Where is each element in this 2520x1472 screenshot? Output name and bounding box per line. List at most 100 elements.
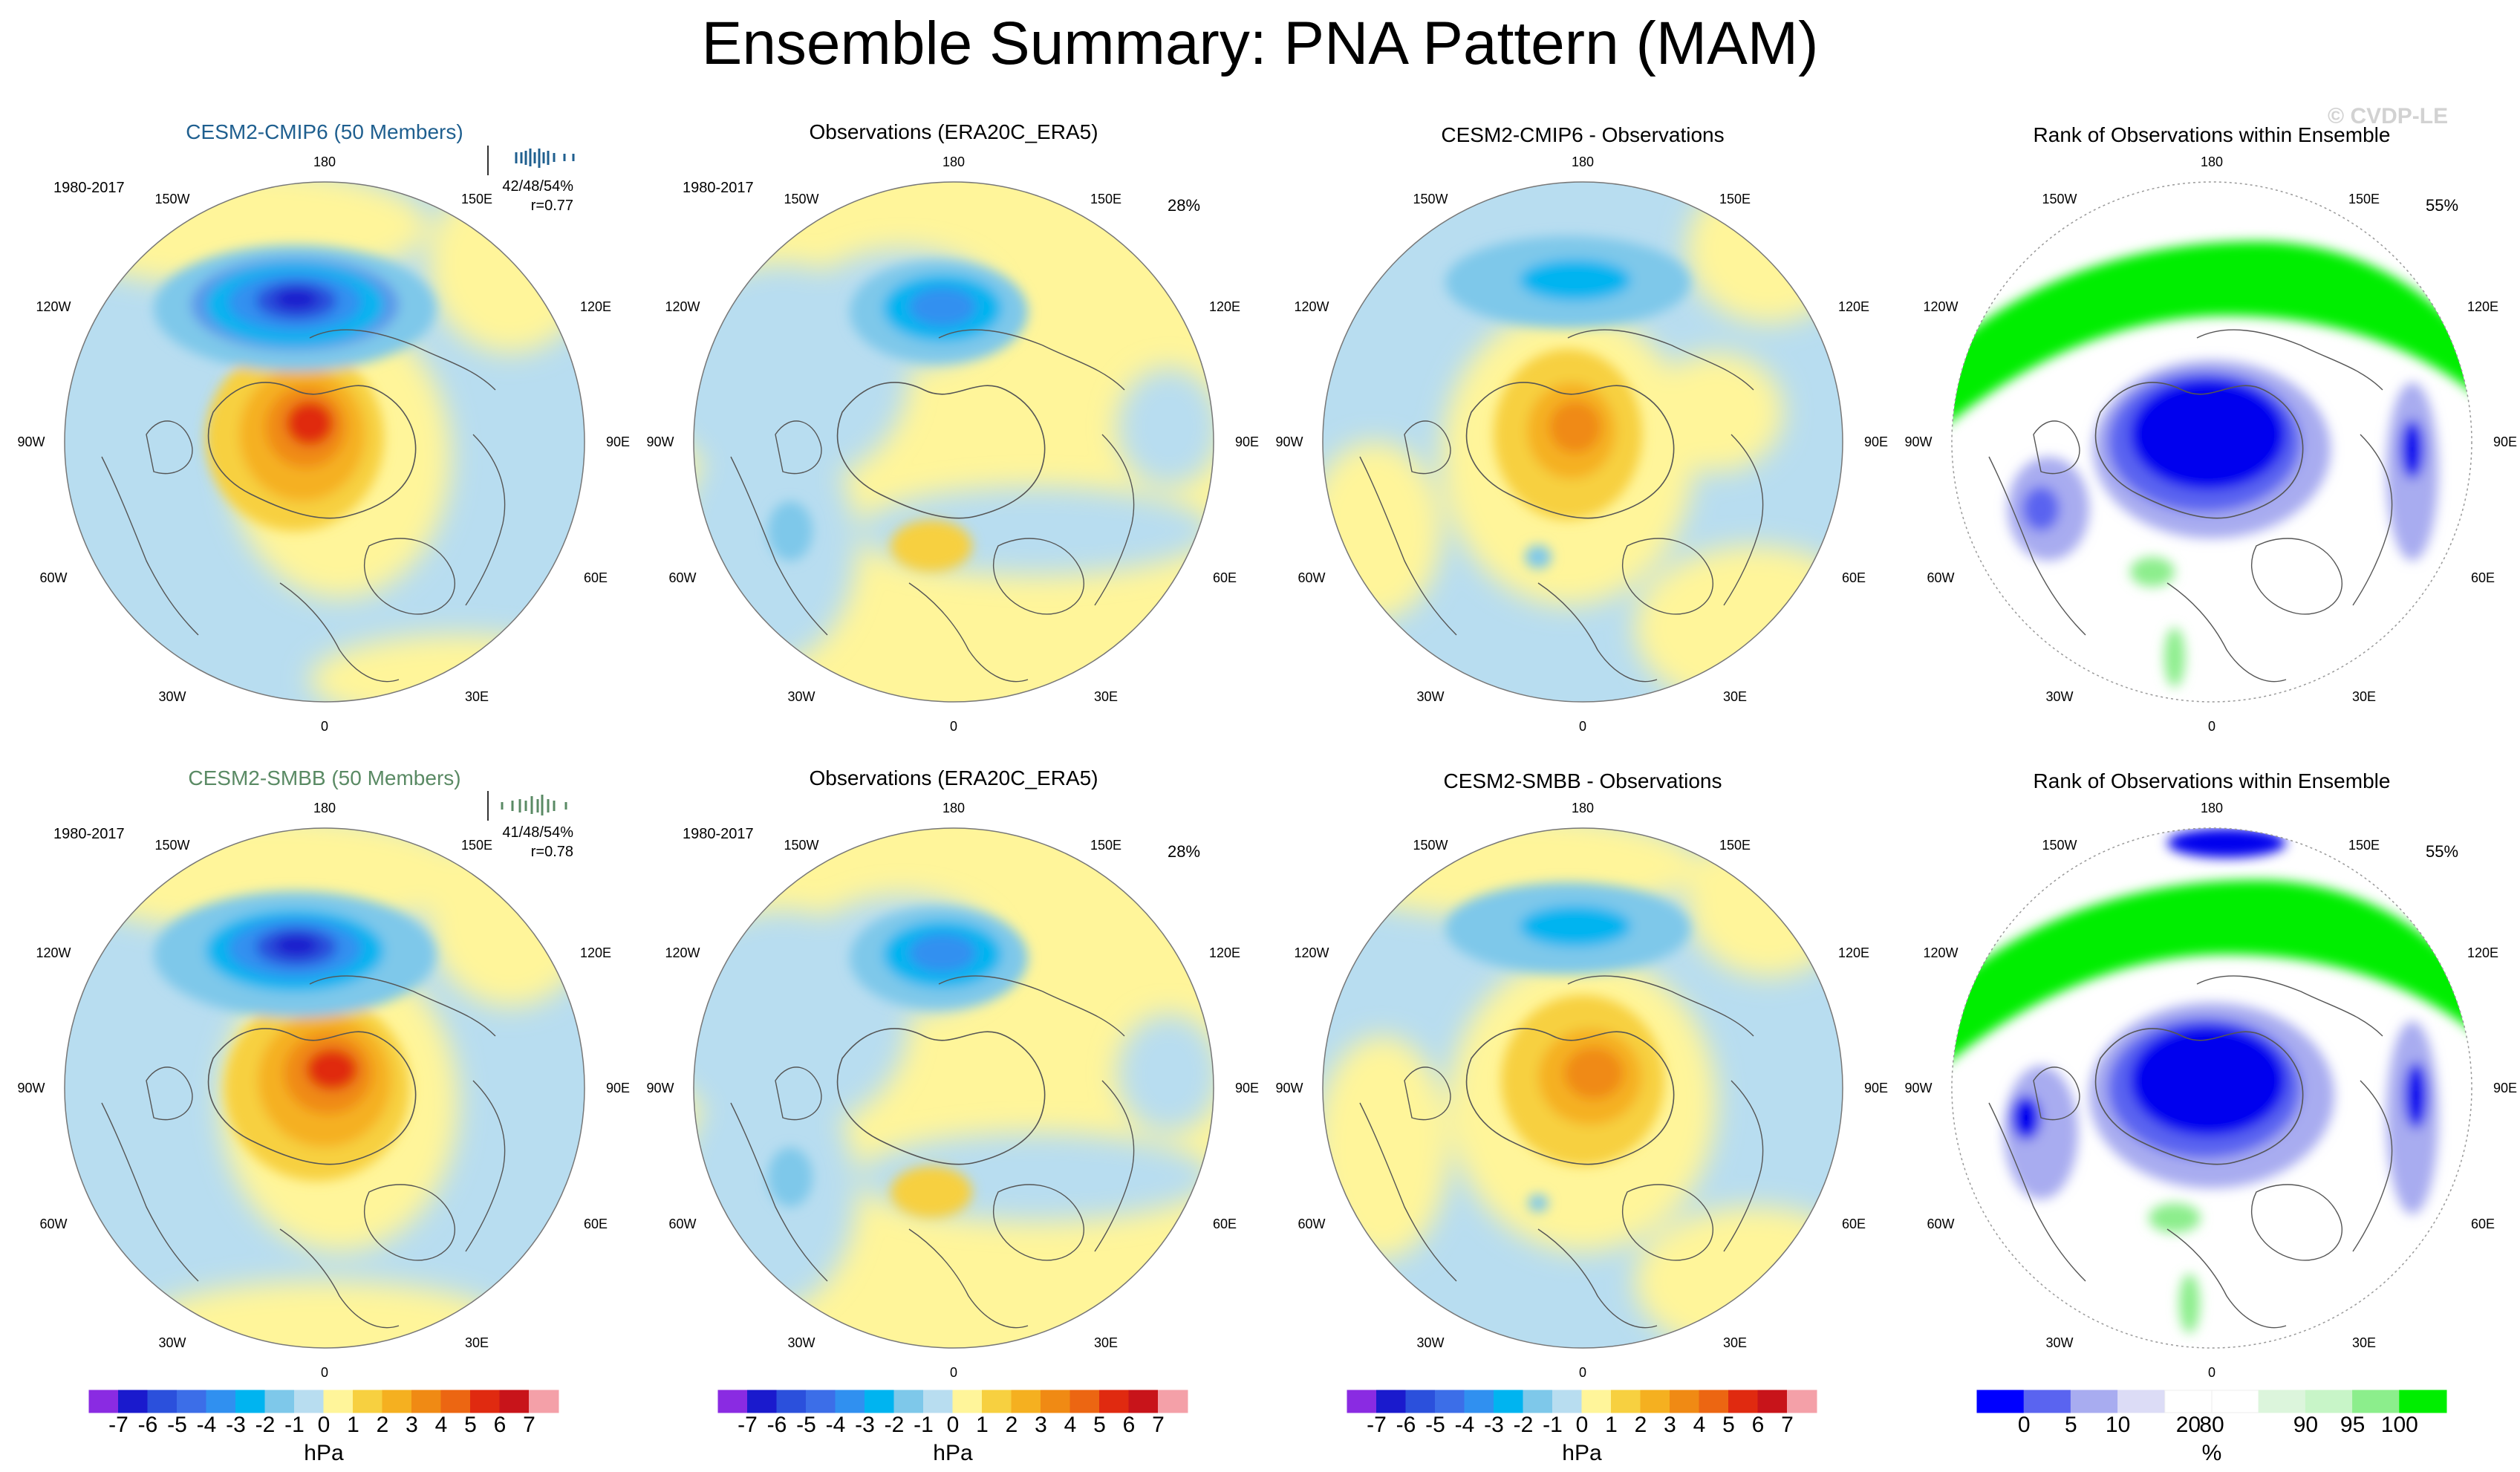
lon-label-180: 180 bbox=[313, 801, 336, 815]
colorbar-swatch bbox=[1376, 1390, 1407, 1413]
title-diff-2: CESM2-SMBB - Observations bbox=[1443, 769, 1722, 792]
lon-label-120e: 120E bbox=[1837, 299, 1870, 314]
lon-label-0: 0 bbox=[949, 1365, 957, 1380]
colorbar-tick-label: 95 bbox=[2340, 1413, 2366, 1437]
lon-label-60e: 60E bbox=[1212, 570, 1237, 585]
lon-label-30e: 30E bbox=[1722, 689, 1748, 704]
lon-label-150w: 150W bbox=[784, 838, 819, 853]
colorbar-tick-label: -5 bbox=[796, 1413, 816, 1437]
colorbar-tick-label: 100 bbox=[2380, 1413, 2418, 1437]
lon-label-30w: 30W bbox=[1416, 1335, 1445, 1350]
lon-label-150e: 150E bbox=[460, 192, 493, 206]
lon-label-60e: 60E bbox=[1841, 1217, 1866, 1231]
colorbar-tick-label: 5 bbox=[1093, 1413, 1106, 1437]
colorbar-swatch bbox=[1552, 1390, 1583, 1413]
colorbar-swatch bbox=[717, 1390, 748, 1413]
lon-label-90e: 90E bbox=[1234, 434, 1260, 449]
colorbar-swatch bbox=[1611, 1390, 1641, 1413]
colorbar-swatch bbox=[499, 1390, 530, 1413]
lon-label-150w: 150W bbox=[2042, 192, 2077, 206]
lon-label-180: 180 bbox=[942, 154, 966, 169]
stats-corr: r=0.78 bbox=[530, 844, 573, 860]
lon-label-120w: 120W bbox=[1923, 299, 1959, 314]
colorbar-tick-label: 20 bbox=[2175, 1413, 2201, 1437]
lon-label-0: 0 bbox=[1578, 719, 1586, 734]
title-rank-1: Rank of Observations within Ensemble bbox=[2033, 123, 2391, 146]
colorbar-swatch bbox=[206, 1390, 236, 1413]
lon-label-30w: 30W bbox=[2045, 1335, 2074, 1350]
colorbar-swatch bbox=[353, 1390, 383, 1413]
lon-label-0: 0 bbox=[2207, 719, 2215, 734]
lon-label-0: 0 bbox=[320, 719, 328, 734]
colorbar-swatch bbox=[440, 1390, 471, 1413]
colorbar-tick-label: -1 bbox=[284, 1413, 305, 1437]
colorbar-swatch bbox=[1728, 1390, 1759, 1413]
colorbar-swatch bbox=[1670, 1390, 1700, 1413]
lon-label-150w: 150W bbox=[1413, 838, 1448, 853]
colorbar-swatch bbox=[1523, 1390, 1553, 1413]
colorbar-swatch bbox=[1069, 1390, 1100, 1413]
lon-label-150w: 150W bbox=[2042, 838, 2077, 853]
lon-label-150w: 150W bbox=[784, 192, 819, 206]
lon-label-180: 180 bbox=[313, 154, 336, 169]
colorbar-tick-label: 3 bbox=[1035, 1413, 1047, 1437]
title-obs-2: Observations (ERA20C_ERA5) bbox=[809, 766, 1098, 789]
colorbar-tick-label: 1 bbox=[976, 1413, 989, 1437]
lon-label-60w: 60W bbox=[1298, 570, 1326, 585]
colorbar-swatch bbox=[2399, 1390, 2447, 1413]
colorbar-swatch bbox=[923, 1390, 954, 1413]
map-ensemble-cmip6 bbox=[64, 181, 585, 703]
lon-label-90e: 90E bbox=[2493, 1081, 2518, 1095]
colorbar-swatch bbox=[1464, 1390, 1494, 1413]
colorbar-unit: hPa bbox=[933, 1441, 973, 1465]
colorbar-tick-label: 1 bbox=[347, 1413, 359, 1437]
lon-label-120w: 120W bbox=[36, 299, 71, 314]
colorbar-tick-label: 4 bbox=[434, 1413, 448, 1437]
colorbar-tick-label: -6 bbox=[766, 1413, 787, 1437]
lon-label-90w: 90W bbox=[17, 434, 45, 449]
stats-range: 42/48/54% bbox=[502, 178, 573, 195]
lon-label-180: 180 bbox=[1571, 154, 1595, 169]
colorbar-tick-label: 10 bbox=[2105, 1413, 2131, 1437]
lon-label-30w: 30W bbox=[158, 689, 186, 704]
lon-label-30w: 30W bbox=[787, 1335, 815, 1350]
colorbar-tick-label: -3 bbox=[855, 1413, 875, 1437]
lon-label-150e: 150E bbox=[1719, 192, 1751, 206]
lon-label-150e: 150E bbox=[460, 838, 493, 853]
colorbar-swatch bbox=[147, 1390, 178, 1413]
colorbar-tick-label: -6 bbox=[137, 1413, 158, 1437]
title-ensemble-2: CESM2-SMBB (50 Members) bbox=[188, 766, 461, 789]
lon-label-180: 180 bbox=[1571, 801, 1595, 815]
colorbar-tick-label: -3 bbox=[1484, 1413, 1504, 1437]
lon-label-90w: 90W bbox=[1904, 1081, 1933, 1095]
lon-label-60w: 60W bbox=[1927, 1217, 1955, 1231]
lon-label-120w: 120W bbox=[1294, 945, 1329, 960]
colorbar-swatch bbox=[1347, 1390, 1377, 1413]
colorbar-tick-label: 90 bbox=[2293, 1413, 2319, 1437]
colorbar-swatch bbox=[470, 1390, 501, 1413]
lon-label-90w: 90W bbox=[17, 1081, 45, 1095]
lon-label-60e: 60E bbox=[2470, 1217, 2495, 1231]
lon-label-60e: 60E bbox=[583, 1217, 608, 1231]
colorbar-swatch bbox=[1640, 1390, 1670, 1413]
colorbar-tick-label: 2 bbox=[1005, 1413, 1018, 1437]
lon-label-120e: 120E bbox=[579, 945, 612, 960]
title-obs-1: Observations (ERA20C_ERA5) bbox=[809, 120, 1098, 143]
colorbar-tick-label: 0 bbox=[1575, 1413, 1589, 1437]
lon-label-90e: 90E bbox=[605, 434, 631, 449]
colorbar-tick-label: 0 bbox=[946, 1413, 960, 1437]
colorbar-tick-label: -7 bbox=[738, 1413, 758, 1437]
colorbar-swatch bbox=[382, 1390, 412, 1413]
lon-label-150w: 150W bbox=[154, 838, 190, 853]
colorbar-tick-label: -6 bbox=[1396, 1413, 1416, 1437]
pct-obs-2: 28% bbox=[1168, 842, 1201, 861]
lon-label-30e: 30E bbox=[2351, 689, 2377, 704]
colorbar-tick-label: 0 bbox=[317, 1413, 331, 1437]
map-difference-2 bbox=[1322, 827, 1843, 1349]
colorbar-diff bbox=[1347, 1390, 1817, 1413]
years-ensemble-2: 1980-2017 bbox=[53, 826, 125, 842]
lon-label-150e: 150E bbox=[2348, 192, 2380, 206]
colorbar-tick-label: 7 bbox=[1781, 1413, 1794, 1437]
colorbar-swatch bbox=[88, 1390, 119, 1413]
stats-ensemble-1: 42/48/54% r=0.77 bbox=[469, 177, 573, 215]
